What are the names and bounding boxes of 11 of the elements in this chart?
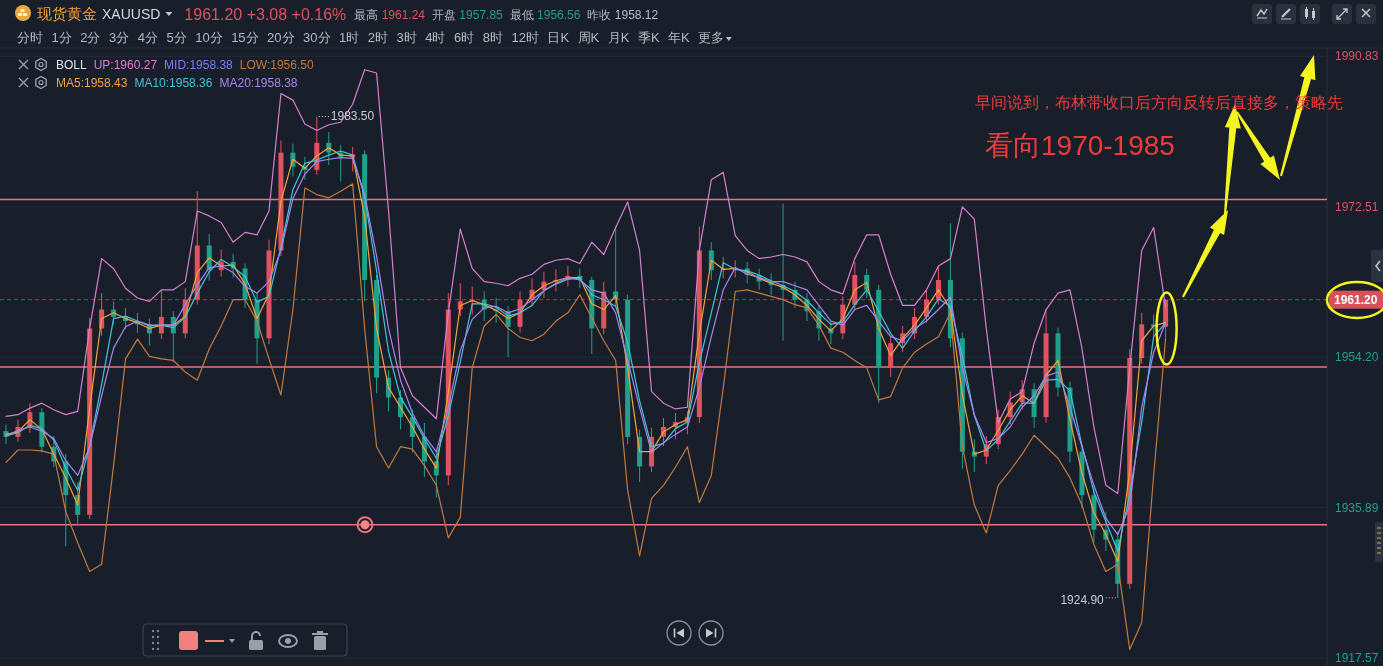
y-tick-label: 1935.89 <box>1335 500 1379 515</box>
legend: BOLL UP:1960.27 MID:1958.38 LOW:1956.50 MA5:1958.43 MA10:1958.36 MA20:1958.38 <box>56 58 314 90</box>
title: 现货黄金 <box>37 5 97 22</box>
y-tick-label: 1917.57 <box>1335 651 1379 666</box>
y-tick-label: 1972.51 <box>1335 199 1379 214</box>
annotation: 1924.90 <box>1060 592 1105 607</box>
y-tick-label: 1954.20 <box>1335 350 1379 365</box>
quote: 1961.20 +3.08 +0.16% <box>184 6 347 23</box>
subtitle: XAUUSD <box>102 6 161 22</box>
y-tick-label: 1990.83 <box>1335 49 1379 64</box>
ref-line-label: 1961.20 <box>1334 293 1378 308</box>
